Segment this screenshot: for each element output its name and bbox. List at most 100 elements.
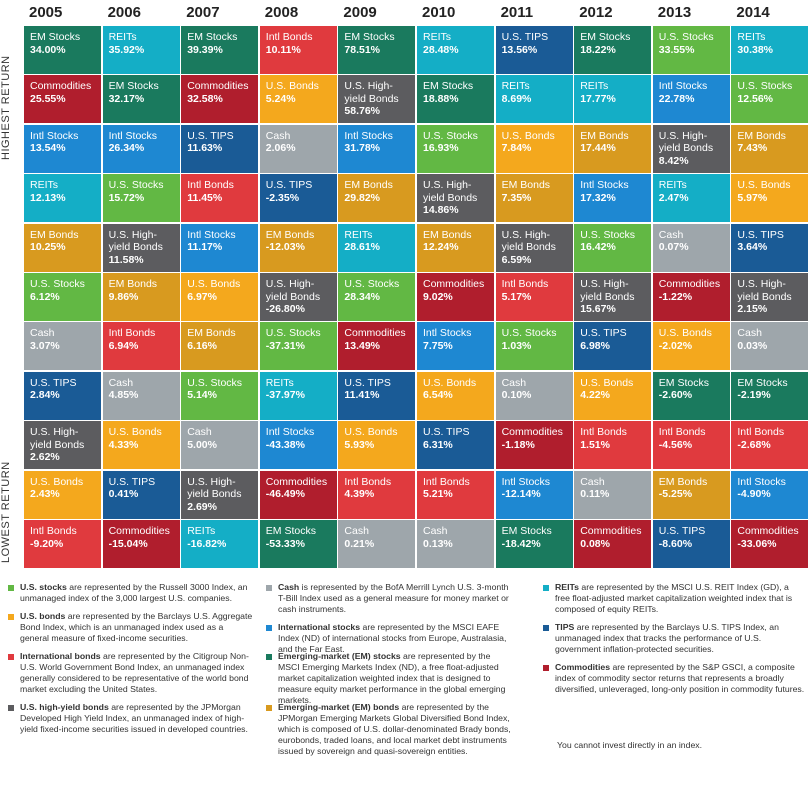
cell-2007-rank-9: Cash 5.00% [181,421,259,470]
cell-2010-rank-9: U.S. TIPS 6.31% [417,421,494,470]
cell-label: EM Stocks [501,525,552,537]
year-2007: 2007 [186,4,220,21]
cell-value: 18.22% [580,43,616,56]
cell-label: U.S. Bonds [187,278,241,290]
cell-value: -18.42% [501,537,541,550]
cell-label: U.S. Stocks [108,179,164,192]
cell-value: 5.14% [187,389,217,402]
cell-value: 12.24% [423,241,459,254]
cell-label: Commodities [265,475,328,488]
cell-label: REITs [423,31,452,43]
cell-2007-rank-1: EM Stocks 39.39% [181,26,259,74]
cell-2012-rank-4: Intl Stocks 17.32% [574,174,652,223]
cell-label: U.S. Bonds [265,80,319,93]
legend-name: International stocks [278,622,361,632]
cell-2007-rank-3: U.S. TIPS 11.63% [181,124,259,173]
cell-label: EM Stocks [187,31,238,43]
legend-swatch [8,705,14,711]
legend-text: are represented by the Citigroup Non-U.S… [20,651,249,694]
cell-2010-rank-7: Intl Stocks 7.75% [417,322,494,371]
cell-2005-rank-4: REITs 12.13% [24,174,101,223]
cell-label: U.S. High-yield Bonds [737,278,792,303]
cell-label: U.S. TIPS [423,426,470,439]
legend-text: are represented by the Russell 3000 Inde… [20,582,248,603]
legend-cash: Cash is represented by the BofA Merrill … [266,582,511,615]
cell-2010-rank-2: EM Stocks 18.88% [417,75,494,124]
cell-value: -1.18% [501,438,535,451]
cell-label: U.S. Stocks [423,129,478,142]
cell-value: -9.20% [30,537,64,550]
cell-label: Commodities [30,80,92,93]
legend-intl-stocks: International stocks are represented by … [266,622,511,655]
cell-label: EM Bonds [580,129,629,142]
legend-text: are represented by the S&P GSCI, a compo… [555,662,805,694]
cell-value: -37.31% [265,339,305,352]
cell-value: -53.33% [265,537,305,550]
cell-label: U.S. High-yield Bonds [423,179,478,204]
cell-value: -1.22% [658,290,693,303]
cell-2013-rank-4: REITs 2.47% [652,174,730,223]
legend-swatch [266,585,272,591]
cell-value: 78.51% [344,43,381,56]
cell-value: 15.72% [108,191,145,204]
cell-2008-rank-11: EM Stocks -53.33% [259,520,337,568]
cell-value: 28.48% [423,43,459,56]
cell-2008-rank-9: Intl Stocks -43.38% [259,421,337,470]
cell-2008-rank-3: Cash 2.06% [259,124,337,173]
cell-label: Intl Bonds [501,278,549,290]
cell-value: 11.41% [344,389,380,402]
legend-name: REITs [555,582,579,592]
legend-text: are represented by the JPMorgan Develope… [20,702,248,734]
cell-2011-rank-9: Commodities -1.18% [495,421,573,470]
cell-value: 3.64% [737,241,768,254]
cell-label: REITs [501,80,530,93]
cell-value: 25.55% [30,92,66,105]
cell-value: -12.03% [265,241,305,254]
cell-label: Cash [187,426,212,439]
legend-intl-bonds: International bonds are represented by t… [8,651,253,695]
cell-2009-rank-2: U.S. High-yield Bonds 58.76% [338,75,416,124]
cell-value: -2.35% [265,191,300,204]
cell-value: 6.98% [580,339,610,352]
cell-2008-rank-8: REITs -37.97% [259,371,337,420]
cell-label: U.S. Bonds [108,426,162,439]
cell-2013-rank-8: EM Stocks -2.60% [652,371,730,420]
cell-label: Commodities [423,278,485,290]
cell-value: 6.16% [187,339,217,352]
cell-label: Commodities [187,80,249,93]
cell-label: U.S. High-yield Bonds [344,80,399,105]
cell-label: EM Bonds [658,475,708,488]
legend-swatch [543,625,549,631]
cell-label: U.S. Bonds [658,327,712,340]
legend-text: are represented by the MSCI Emerging Mar… [278,651,506,705]
cell-value: 11.17% [187,241,223,254]
cell-value: 0.41% [108,488,139,501]
cell-label: EM Bonds [265,228,315,241]
cell-2009-rank-10: Intl Bonds 4.39% [338,470,416,519]
cell-value: 7.84% [501,142,532,155]
year-header-row: 2005 2006 2007 2008 2009 2010 2011 2012 2013 2014 [24,0,810,26]
legend-text: are represented by the JPMorgan Emerging… [278,702,511,756]
year-2011: 2011 [500,4,534,21]
cell-label: U.S. TIPS [501,31,549,43]
cell-label: Intl Bonds [344,475,392,488]
cell-value: 29.82% [344,191,381,204]
legend-reits: REITs are represented by the MSCI U.S. R… [543,582,805,615]
cell-label: Cash [108,376,134,389]
cell-value: 16.42% [580,241,616,254]
cell-label: EM Stocks [344,31,395,43]
cell-label: U.S. High-yield Bonds [30,426,85,451]
cell-label: EM Stocks [658,376,709,389]
cell-value: 2.15% [737,303,768,315]
cell-2010-rank-6: Commodities 9.02% [417,273,494,321]
cell-label: Intl Stocks [30,129,79,142]
cell-label: U.S. Stocks [501,327,557,340]
cell-2012-rank-11: Commodities 0.08% [574,520,652,568]
cell-2007-rank-7: EM Bonds 6.16% [181,322,259,371]
cell-value: 5.93% [344,438,375,451]
cell-2008-rank-10: Commodities -46.49% [259,470,337,519]
cell-2013-rank-9: Intl Bonds -4.56% [652,421,730,470]
cell-2014-rank-8: EM Stocks -2.19% [731,371,809,420]
legend-em-bonds: Emerging-market (EM) bonds are represent… [266,702,511,757]
cell-label: Intl Bonds [580,426,627,439]
